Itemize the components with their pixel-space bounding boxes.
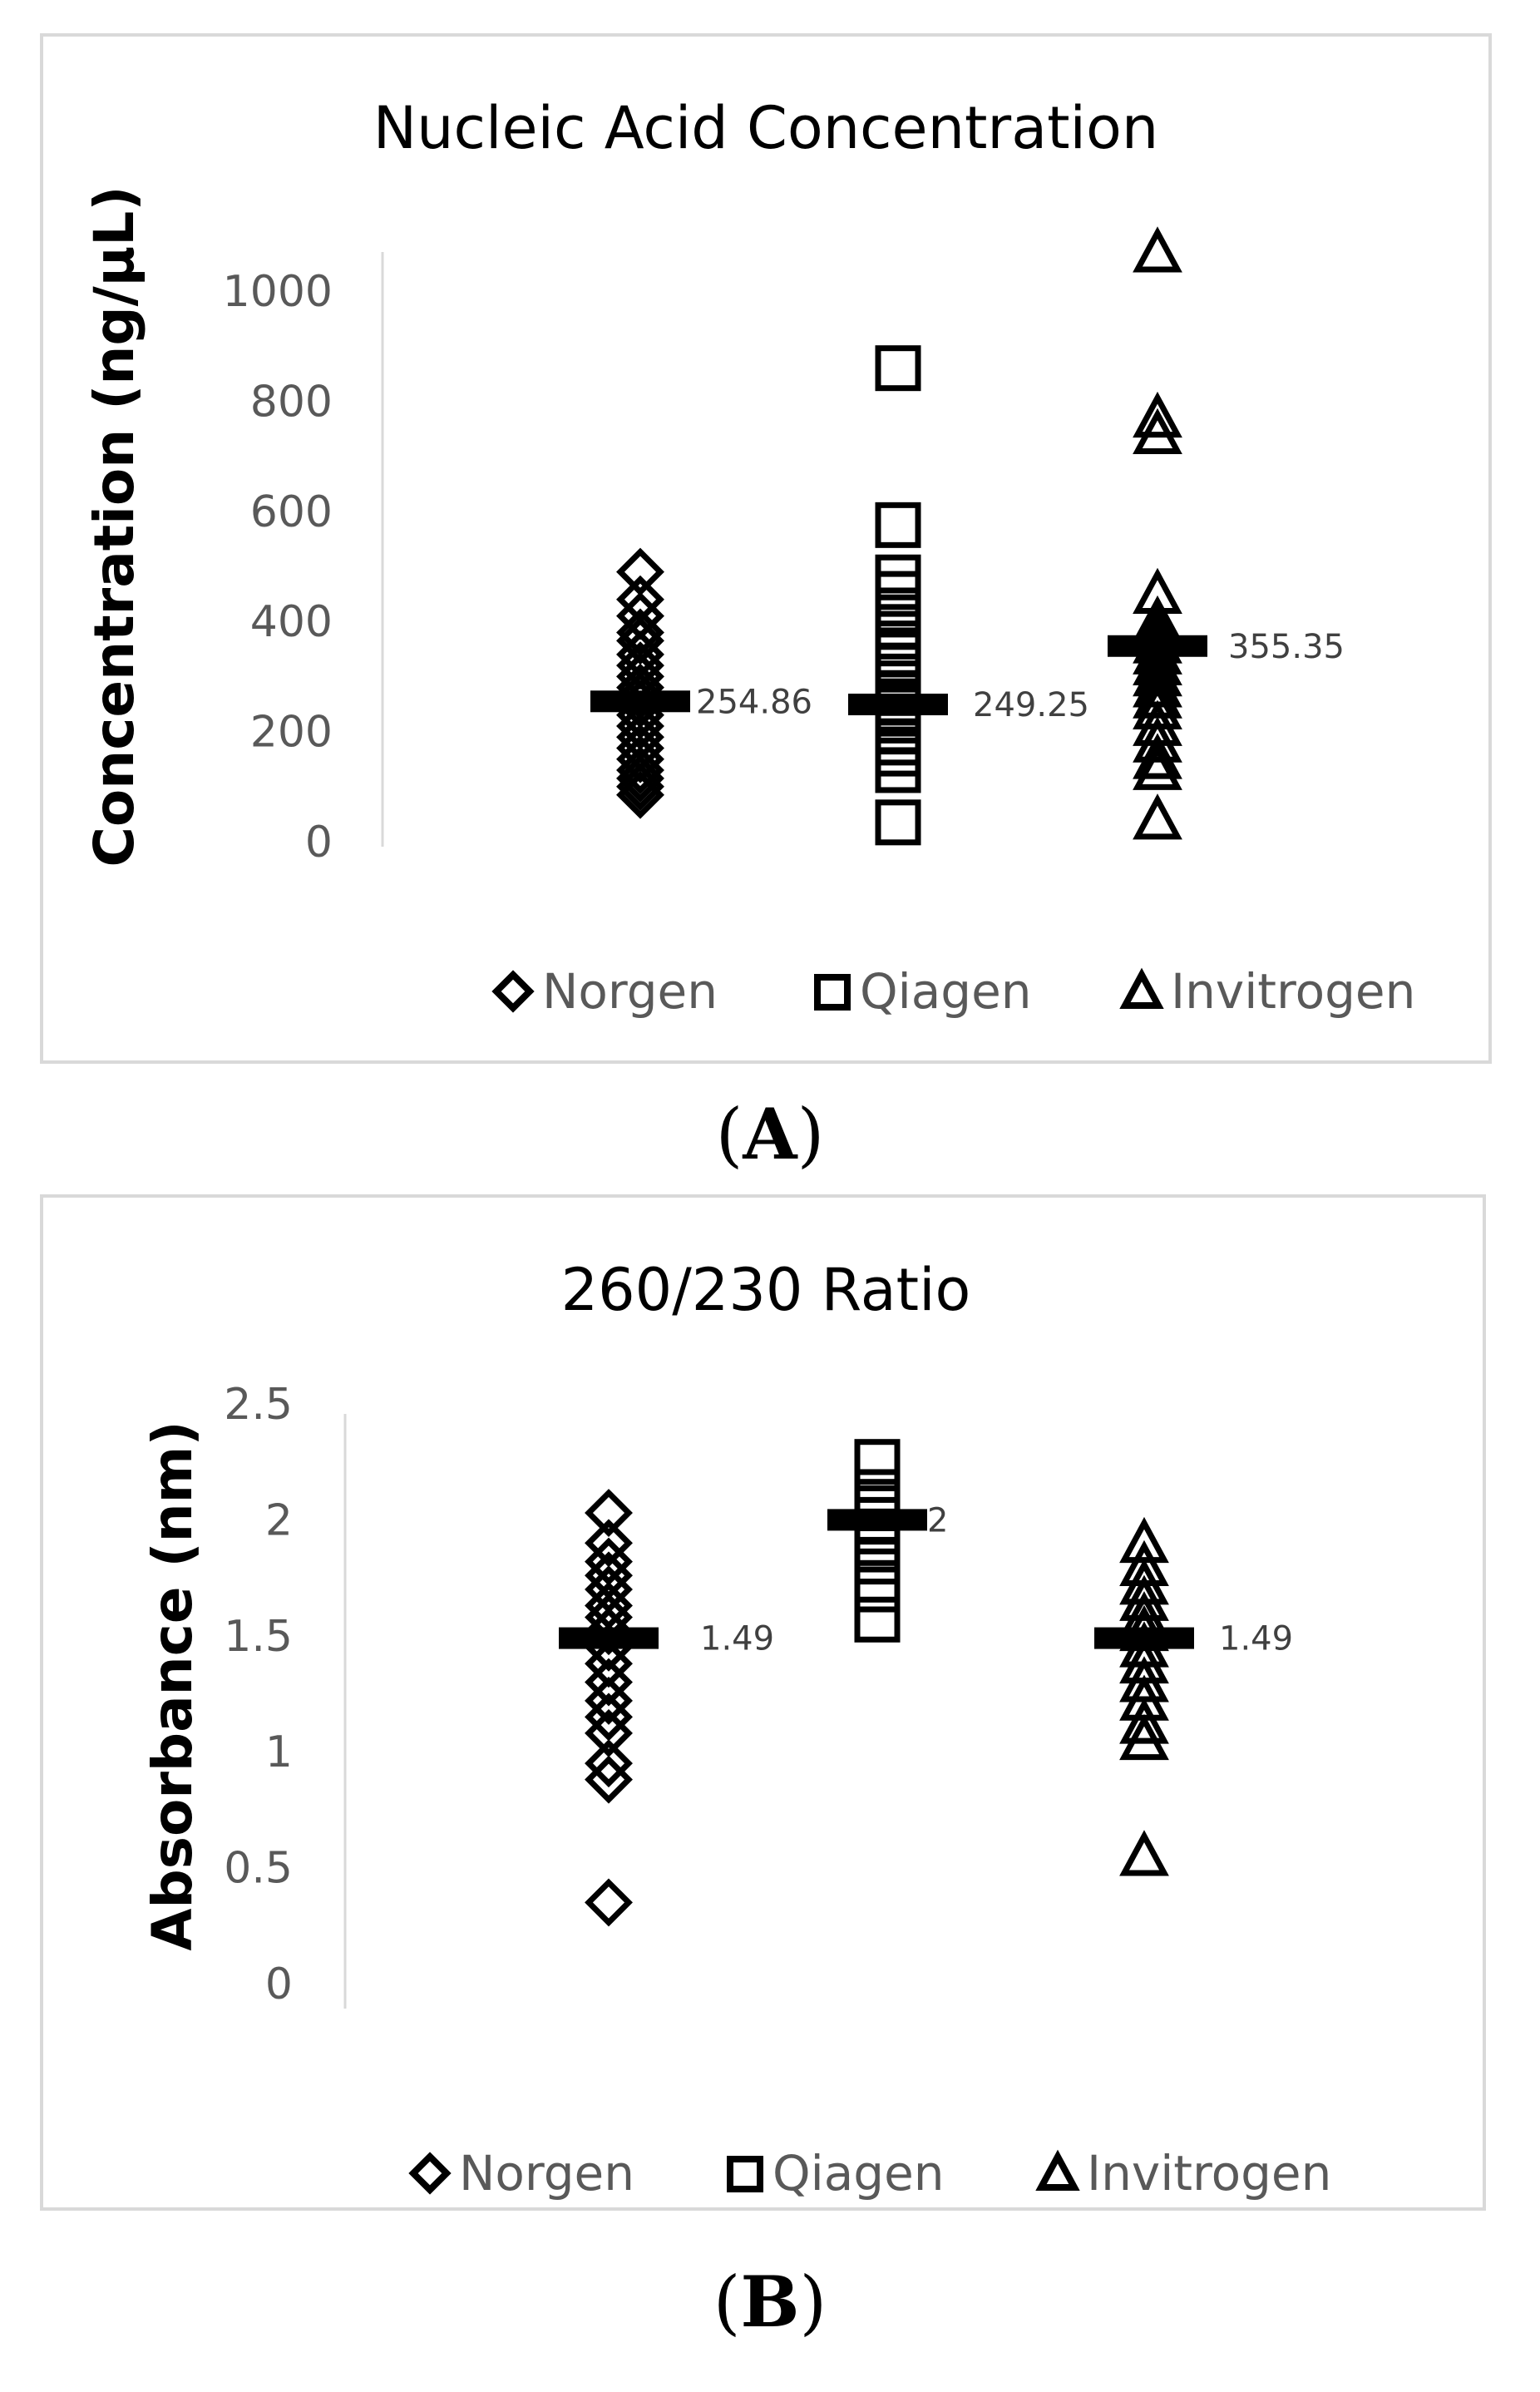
data-point-square <box>875 345 921 392</box>
data-point-diamond <box>585 1489 633 1537</box>
data-point-triangle <box>1133 744 1182 790</box>
legend-item-qiagen: Qiagen <box>727 2145 945 2202</box>
data-point-triangle <box>1133 661 1182 708</box>
data-point-diamond <box>585 1519 633 1568</box>
data-point-triangle <box>1133 226 1182 273</box>
legend-label-invitrogen: Invitrogen <box>1087 2145 1331 2202</box>
data-point-triangle <box>1133 672 1182 719</box>
data-point-square <box>875 554 921 600</box>
mean-bar <box>848 693 948 715</box>
y-tick-label: 600 <box>250 487 333 537</box>
legend-item-invitrogen: Invitrogen <box>1035 2145 1331 2202</box>
data-point-diamond <box>585 1676 633 1725</box>
legend-label-qiagen: Qiagen <box>860 963 1032 1020</box>
data-point-diamond <box>585 1878 633 1927</box>
y-tick-label: 0 <box>305 818 333 867</box>
y-tick-label: 2 <box>265 1495 293 1545</box>
y-tick-label: 0.5 <box>224 1844 293 1894</box>
chart-b: 260/230 Ratio Absorbance (nm) 0 0.5 1 1.5 2 2… <box>40 1194 1486 2211</box>
caption-a: (A) <box>716 1093 825 1175</box>
data-point-diamond <box>616 671 664 720</box>
legend-marker-square <box>727 2156 763 2192</box>
legend-marker-square <box>814 974 851 1011</box>
chart-a-title: Nucleic Acid Concentration <box>373 94 1158 162</box>
legend-label-norgen: Norgen <box>459 2145 634 2202</box>
data-point-diamond <box>616 616 664 665</box>
data-point-triangle <box>1119 1539 1169 1587</box>
data-point-triangle <box>1119 1516 1169 1564</box>
legend-label-invitrogen: Invitrogen <box>1171 963 1415 1020</box>
data-point-square <box>875 799 921 846</box>
data-point-diamond <box>585 1658 633 1707</box>
y-tick-label: 800 <box>250 377 333 427</box>
chart-b-y-ticks: 0 0.5 1 1.5 2 2.5 <box>224 1380 293 2009</box>
chart-a: Nucleic Acid Concentration Concentration… <box>40 33 1492 1064</box>
chart-b-means: 1.49 2 1.49 <box>559 1501 1293 1658</box>
legend-item-norgen: Norgen <box>491 963 718 1020</box>
data-point-diamond <box>616 575 664 624</box>
y-tick-label: 1.5 <box>224 1612 293 1662</box>
caption-b: (B) <box>713 2261 827 2343</box>
data-point-triangle <box>1133 683 1182 730</box>
data-point-square <box>854 1596 901 1643</box>
mean-bar <box>1108 635 1207 657</box>
legend-marker-diamond <box>408 2152 452 2195</box>
mean-bar <box>559 1627 659 1649</box>
data-point-square <box>875 502 921 548</box>
legend-marker-triangle <box>1035 2149 1080 2191</box>
y-tick-label: 1 <box>265 1727 293 1777</box>
legend-label-norgen: Norgen <box>542 963 718 1020</box>
caption-a-letter: A <box>742 1093 798 1175</box>
mean-label: 2 <box>927 1501 948 1539</box>
legend-item-invitrogen: Invitrogen <box>1119 963 1415 1020</box>
mean-label: 1.49 <box>1219 1620 1293 1658</box>
data-point-diamond <box>616 754 664 803</box>
data-point-triangle <box>1119 1698 1169 1744</box>
data-point-triangle <box>1133 391 1182 438</box>
data-point-diamond <box>616 547 664 596</box>
data-point-diamond <box>585 1537 633 1586</box>
mean-label: 355.35 <box>1228 628 1345 666</box>
data-point-square <box>854 1439 901 1485</box>
caption-b-letter: B <box>741 2261 800 2343</box>
data-point-triangle <box>1133 567 1182 614</box>
legend-marker-triangle <box>1119 967 1164 1009</box>
data-point-triangle <box>1133 639 1182 686</box>
legend-label-qiagen: Qiagen <box>772 2145 945 2202</box>
legend-item-qiagen: Qiagen <box>814 963 1032 1020</box>
y-tick-label: 1000 <box>223 267 333 317</box>
chart-b-points <box>585 1439 1169 1927</box>
chart-a-means: 254.86 249.25 355.35 <box>590 628 1345 724</box>
mean-label: 249.25 <box>973 686 1089 724</box>
legend-item-norgen: Norgen <box>408 2145 634 2202</box>
y-tick-label: 0 <box>265 1960 293 2009</box>
data-point-triangle <box>1133 650 1182 697</box>
chart-b-title: 260/230 Ratio <box>561 1256 971 1324</box>
y-tick-label: 400 <box>250 597 333 647</box>
mean-bar <box>590 690 690 713</box>
data-point-diamond <box>585 1739 633 1788</box>
data-point-triangle <box>1133 793 1182 840</box>
chart-a-y-ticks: 0 200 400 600 800 1000 <box>223 267 333 867</box>
data-point-square <box>854 1566 901 1613</box>
chart-b-frame <box>40 1194 1486 2211</box>
mean-bar <box>1094 1627 1194 1649</box>
mean-label: 254.86 <box>696 683 812 721</box>
y-tick-label: 2.5 <box>224 1380 293 1430</box>
mean-label: 1.49 <box>700 1620 774 1658</box>
chart-a-legend: Norgen Qiagen Invitrogen <box>491 963 1415 1020</box>
chart-b-y-axis-label: Absorbance (nm) <box>141 1421 205 1950</box>
y-tick-label: 200 <box>250 708 333 758</box>
chart-a-frame <box>40 33 1492 1064</box>
legend-marker-diamond <box>491 970 535 1013</box>
data-point-triangle <box>1119 1830 1169 1876</box>
mean-bar <box>827 1509 927 1531</box>
chart-a-y-axis-label: Concentration (ng/µL) <box>82 185 146 867</box>
chart-b-legend: Norgen Qiagen Invitrogen <box>408 2145 1331 2202</box>
